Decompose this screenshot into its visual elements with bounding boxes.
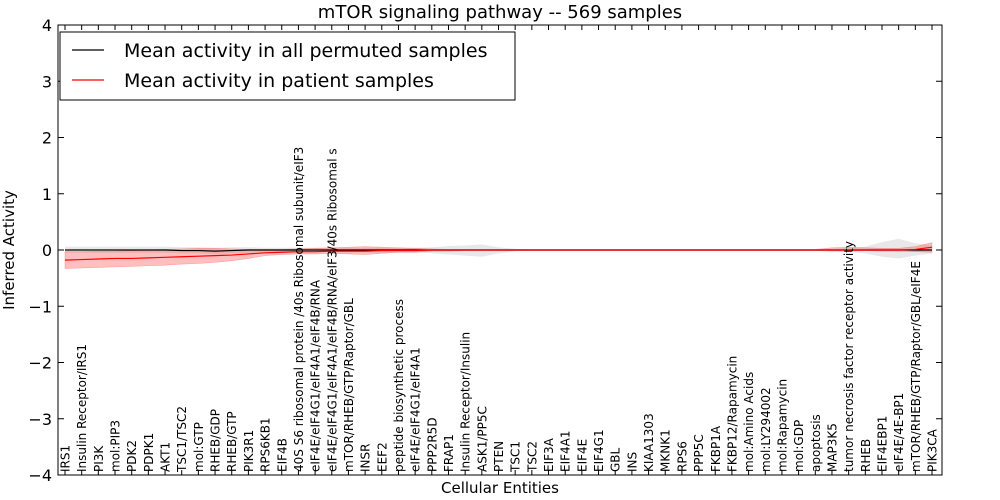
x-tick-label: PIK3R1 (242, 430, 256, 472)
x-tick-label: mTOR/RHEB/GTP/Raptor/GBL (342, 298, 356, 472)
x-tick-label: EIF4E (575, 439, 589, 472)
y-tick-label: −2 (28, 354, 52, 373)
y-axis-label: Inferred Activity (0, 190, 18, 310)
chart-title: mTOR signaling pathway -- 569 samples (318, 2, 682, 23)
x-tick-label: Insulin Receptor/IRS1 (75, 344, 89, 472)
x-tick-label: AKT1 (159, 442, 173, 472)
x-tick-label: MKNK1 (659, 429, 673, 472)
x-tick-label: PTEN (492, 441, 506, 472)
x-tick-label: RHEB/GDP (209, 409, 223, 472)
x-tick-label: TSC1/TSC2 (175, 406, 189, 473)
x-tick-label: FRAP1 (442, 434, 456, 472)
x-tick-label: EEF2 (375, 442, 389, 472)
x-tick-label: eIF4E/eIF4G1/eIF4A1/eIF4B/RNA/eIF3/40s R… (325, 148, 339, 472)
x-tick-label: TSC1 (509, 441, 523, 473)
confidence-band-permuted (65, 238, 932, 259)
x-tick-label: MAP3K5 (825, 423, 839, 472)
x-tick-label: mol:Amino Acids (742, 372, 756, 472)
x-tick-label: eIF4E/4E-BP1 (892, 393, 906, 472)
x-tick-label: ASK1/PP5C (475, 406, 489, 472)
x-tick-label: eIF4E/eIF4G1/eIF4A1/eIF4B/RNA (309, 279, 323, 472)
x-tick-label: PPP5C (692, 434, 706, 472)
x-tick-label: EIF3A (542, 437, 556, 472)
x-tick-label: PDPK1 (142, 433, 156, 472)
plot-area (64, 238, 933, 269)
x-tick-label: GBL (609, 447, 623, 472)
y-tick-label: −1 (28, 297, 52, 316)
y-tick-label: 1 (42, 185, 52, 204)
x-tick-label: PI3K (92, 445, 106, 472)
x-tick-label: mol:PIP3 (109, 420, 123, 472)
x-tick-label: peptide biosynthetic process (392, 299, 406, 472)
y-tick-label: 2 (42, 129, 52, 148)
x-tick-label: mTOR/RHEB/GTP/Raptor/GBL/eIF4E (909, 261, 923, 472)
x-tick-label: mol:GDP (792, 420, 806, 472)
x-tick-label: mol:Rapamycin (775, 379, 789, 472)
x-tick-label: 40S S6 ribosomal protein /40s Ribosomal … (292, 147, 306, 472)
x-tick-label: apoptosis (809, 414, 823, 472)
x-tick-label: TSC2 (525, 441, 539, 473)
x-tick-label: INSR (359, 444, 373, 472)
x-tick-label: RHEB (859, 439, 873, 472)
x-tick-label: EIF4B (275, 438, 289, 472)
x-tick-label: INS (625, 452, 639, 472)
confidence-band-patient (64, 242, 933, 269)
x-tick-label: RHEB/GTP (225, 411, 239, 472)
x-tick-label: FKBP1A (709, 425, 723, 472)
legend-box (59, 31, 516, 101)
x-tick-label: eIF4E/eIF4G1/eIF4A1 (409, 347, 423, 472)
legend: Mean activity in all permuted samples Me… (59, 31, 516, 101)
x-tick-label: KIAA1303 (642, 413, 656, 472)
x-tick-label: RPS6KB1 (259, 417, 273, 472)
legend-label-patient: Mean activity in patient samples (124, 70, 434, 92)
x-tick-label: RPS6 (675, 441, 689, 472)
legend-label-permuted: Mean activity in all permuted samples (124, 40, 487, 62)
x-tick-label: PIK3CA (926, 428, 940, 472)
x-tick-label: PPP2R5D (425, 417, 439, 472)
x-tick-label: EIF4A1 (559, 430, 573, 472)
x-tick-label: EIF4EBP1 (875, 416, 889, 472)
series-line-patient (64, 246, 933, 261)
x-tick-label: Insulin Receptor/Insulin (459, 332, 473, 472)
y-tick-label: −4 (28, 466, 52, 485)
y-tick-label: 3 (42, 72, 52, 91)
x-axis-label: Cellular Entities (441, 479, 559, 497)
x-tick-label: IRS1 (59, 445, 73, 472)
y-tick-label: −3 (28, 410, 52, 429)
x-tick-label: FKBP12/Rapamycin (725, 356, 739, 472)
x-tick-label: EIF4G1 (592, 429, 606, 472)
x-tick-label: mol:LY294002 (759, 387, 773, 472)
x-tick-label: PDK2 (125, 440, 139, 472)
x-tick-label: tumor necrosis factor receptor activity (842, 241, 856, 472)
y-tick-label: 0 (42, 241, 52, 260)
x-tick-label: mol:GTP (192, 422, 206, 472)
y-tick-label: 4 (42, 16, 52, 35)
